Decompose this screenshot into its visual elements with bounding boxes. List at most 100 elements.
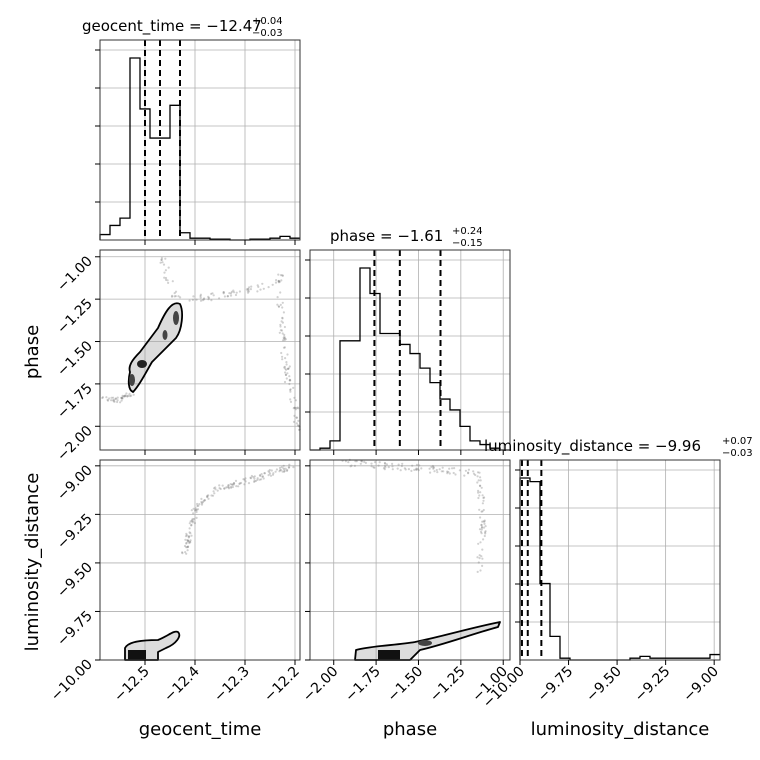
scatter-point (181, 552, 184, 555)
scatter-point (292, 466, 295, 469)
scatter-point (279, 291, 282, 294)
tick-label-phase: −1.50 (54, 338, 96, 380)
scatter-point (432, 466, 435, 469)
scatter-point (188, 527, 191, 530)
scatter-point (189, 520, 192, 523)
scatter-point (246, 287, 250, 290)
scatter-point (249, 477, 253, 480)
scatter-point (384, 462, 387, 465)
scatter-point (235, 291, 238, 294)
scatter-point (286, 372, 289, 375)
scatter-point (113, 400, 116, 403)
scatter-point (282, 467, 285, 470)
scatter-point (436, 471, 439, 474)
scatter-point (483, 520, 486, 523)
scatter-point (207, 497, 210, 500)
scatter-point (281, 339, 285, 342)
tick-label-luminosity-distance: −9.25 (54, 511, 96, 553)
scatter-point (235, 485, 238, 488)
scatter-point (167, 266, 170, 269)
scatter-point (185, 532, 188, 536)
scatter-point (384, 466, 387, 469)
scatter-point (478, 494, 481, 497)
scatter-point (385, 463, 388, 466)
scatter-point (293, 414, 296, 417)
panel-frame-phase-geocent-time (99, 249, 301, 451)
histogram-geocent-time (99, 57, 300, 241)
scatter-point (478, 508, 481, 511)
scatter-point (171, 280, 174, 283)
scatter-point (253, 477, 256, 480)
scatter-point (258, 474, 262, 477)
tick-label-luminosity-distance: −9.00 (680, 664, 722, 706)
scatter-point (477, 489, 480, 492)
scatter-point (277, 279, 280, 282)
scatter-point (280, 320, 283, 323)
scatter-point (112, 400, 115, 403)
contour-core (173, 311, 179, 325)
tick-label-luminosity-distance: −9.50 (54, 559, 96, 601)
scatter-point (196, 502, 199, 506)
scatter-point (289, 400, 293, 403)
scatter-point (263, 472, 266, 475)
grid-lines (100, 40, 720, 661)
scatter-point (472, 470, 475, 473)
scatter-point (448, 467, 451, 470)
scatter-point (195, 510, 198, 514)
scatter-point (297, 407, 300, 410)
scatter-point (201, 299, 204, 302)
scatter-point (160, 258, 163, 261)
scatter-point (428, 467, 431, 470)
scatter-point (279, 274, 283, 277)
scatter-point (268, 468, 271, 472)
xlabel-phase: phase (383, 719, 437, 740)
title-luminosity-distance-main: luminosity_distance = −9.96 (484, 437, 701, 456)
scatter-point (129, 395, 132, 398)
scatter-point (259, 474, 262, 477)
scatter-point (400, 464, 403, 468)
scatter-point (479, 484, 482, 487)
scatter-point (417, 469, 420, 472)
scatter-point (467, 468, 470, 471)
scatter-point (272, 472, 275, 475)
scatter-point (126, 395, 129, 398)
scatter-point (391, 465, 394, 468)
scatter-point (167, 281, 170, 284)
scatter-point (197, 504, 200, 507)
scatter-point (191, 521, 194, 524)
scatter-point (231, 483, 234, 486)
scatter-point (297, 419, 300, 422)
scatter-point (287, 367, 290, 370)
tick-label-phase: −2.00 (300, 664, 342, 706)
scatter-point (120, 397, 123, 400)
scatter-point (271, 283, 274, 286)
scatter-point (283, 325, 286, 329)
scatter-point (295, 416, 298, 419)
scatter-point (397, 463, 400, 466)
scatter-point (281, 317, 284, 320)
scatter-point (253, 480, 256, 483)
scatter-point (416, 467, 419, 470)
scatter-point (281, 316, 284, 319)
scatter-point (283, 468, 286, 471)
scatter-point (219, 487, 222, 491)
ylabel-phase: phase (22, 325, 43, 379)
scatter-point (274, 470, 277, 473)
scatter-point (101, 396, 104, 400)
contour-core (418, 640, 432, 646)
scatter-point (190, 509, 193, 512)
scatter-point (223, 295, 226, 298)
scatter-point (382, 467, 386, 470)
scatter-point (210, 299, 213, 302)
scatter-point (285, 361, 288, 364)
scatter-point (126, 395, 129, 398)
scatter-point (481, 502, 484, 505)
scatter-point (350, 464, 353, 467)
scatter-point (483, 534, 486, 538)
scatter-point (479, 541, 482, 544)
scatter-point (447, 470, 450, 474)
scatter-point (387, 466, 390, 469)
panel-frame-geocent-time-geocent-time (99, 39, 301, 241)
scatter-point (288, 365, 291, 368)
